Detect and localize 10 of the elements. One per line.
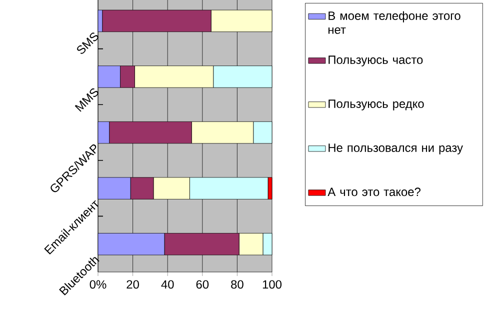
x-tick-label: 20 [126, 280, 139, 289]
x-tick-label: 80 [231, 280, 244, 289]
x-tick-label: 40 [161, 280, 174, 289]
x-tick-label: 100 [262, 280, 282, 289]
legend-label: В моем телефоне этого нет [328, 11, 460, 34]
legend-label: Не пользовался ни разу [328, 144, 463, 154]
legend-label: Пользуюсь часто [328, 56, 423, 66]
legend-label: А что это такое? [328, 188, 420, 196]
x-tick-label: 60 [196, 280, 209, 289]
legend-label: Пользуюсь редко [328, 100, 424, 110]
